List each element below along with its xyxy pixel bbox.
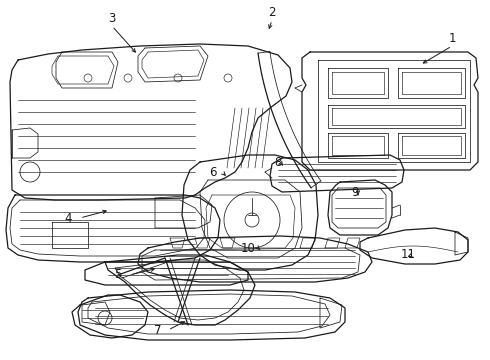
Text: 8: 8 [274,156,282,168]
Text: 1: 1 [448,31,456,45]
Text: 4: 4 [64,211,72,225]
Text: 2: 2 [268,5,276,18]
Text: 7: 7 [154,324,162,337]
Text: 11: 11 [400,248,416,261]
Text: 5: 5 [114,269,122,282]
Text: 9: 9 [351,185,359,198]
Text: 3: 3 [108,12,116,24]
Text: 10: 10 [241,242,255,255]
Text: 6: 6 [209,166,217,179]
